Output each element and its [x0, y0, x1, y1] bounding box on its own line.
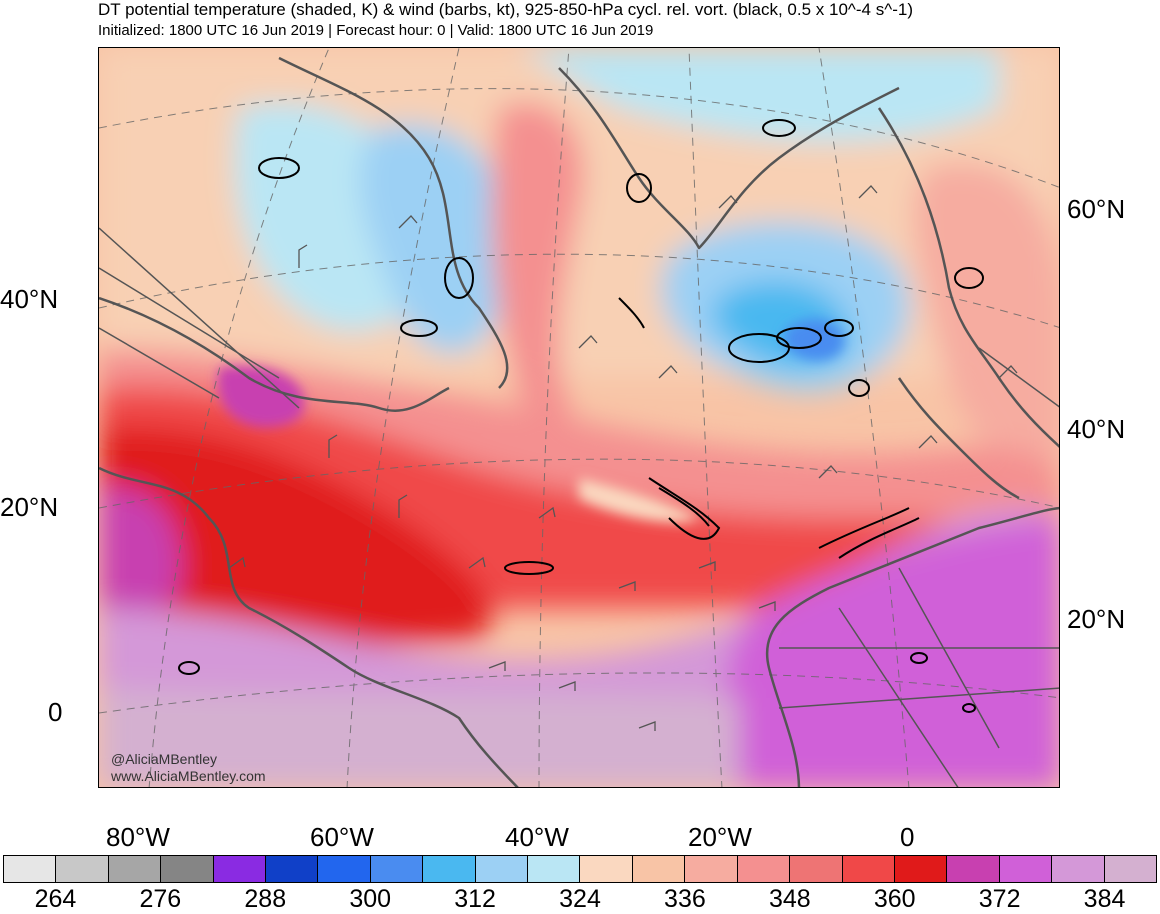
colorbar-swatch [894, 856, 948, 882]
colorbar-swatch [685, 856, 738, 882]
colorbar-tick-label: 372 [978, 885, 1021, 913]
colorbar-tick-label: 300 [349, 885, 392, 913]
chart-title: DT potential temperature (shaded, K) & w… [98, 0, 913, 19]
colorbar-swatch [266, 856, 319, 882]
colorbar-swatch [1052, 856, 1105, 882]
colorbar-tick-label: 312 [454, 885, 496, 913]
colorbar-swatch [790, 856, 843, 882]
lat-label-left-3: 0 [48, 697, 63, 727]
colorbar-tick-label: 276 [139, 885, 182, 913]
colorbar-swatch [161, 856, 214, 882]
colorbar-tick-label: 324 [559, 885, 601, 913]
watermark-url: www.AliciaMBentley.com [111, 768, 266, 784]
borders [99, 227, 1059, 787]
colorbar-swatch [1104, 856, 1156, 882]
colorbar-tick-label: 336 [664, 885, 706, 913]
colorbar-swatch [947, 856, 1000, 882]
colorbar-tick-label: 360 [873, 885, 916, 913]
colorbar-swatch [318, 856, 371, 882]
lon-label-5: 0 [900, 822, 915, 852]
lat-label-right-2: 40°N [1067, 414, 1126, 444]
weather-map [99, 48, 1059, 787]
colorbar-tick-label: 288 [244, 885, 287, 913]
colorbar-tick-label: 348 [768, 885, 811, 913]
lon-label-4: 20°W [688, 822, 752, 852]
lat-label-left-2: 20°N [0, 492, 59, 522]
chart-subtitle: Initialized: 1800 UTC 16 Jun 2019 | Fore… [98, 22, 654, 39]
coastlines [99, 56, 1059, 787]
colorbar [3, 855, 1157, 883]
lon-label-1: 80°W [106, 822, 170, 852]
colorbar-swatch [56, 856, 109, 882]
colorbar-swatch [632, 856, 686, 882]
wind-barbs [228, 185, 1018, 731]
lat-label-right-1: 60°N [1067, 194, 1126, 224]
colorbar-swatch [4, 856, 57, 882]
lon-label-3: 40°W [505, 822, 569, 852]
colorbar-swatch [423, 856, 476, 882]
colorbar-swatch [737, 856, 791, 882]
theta-accents [217, 319, 845, 522]
lat-label-left-1: 40°N [0, 284, 59, 314]
vorticity-contours [178, 119, 984, 713]
lon-label-2: 60°W [310, 822, 374, 852]
colorbar-swatch [370, 856, 424, 882]
map-panel: @AliciaMBentley www.AliciaMBentley.com [98, 47, 1060, 788]
colorbar-swatch [213, 856, 267, 882]
colorbar-tick-label: 384 [1083, 885, 1126, 913]
colorbar-swatch [580, 856, 633, 882]
lat-label-right-3: 20°N [1067, 604, 1126, 634]
colorbar-swatch [999, 856, 1053, 882]
colorbar-swatch [108, 856, 162, 882]
colorbar-tick-label: 264 [34, 885, 77, 913]
colorbar-swatch [528, 856, 581, 882]
colorbar-swatch [475, 856, 529, 882]
colorbar-swatch [842, 856, 895, 882]
watermark-handle: @AliciaMBentley [111, 751, 218, 767]
